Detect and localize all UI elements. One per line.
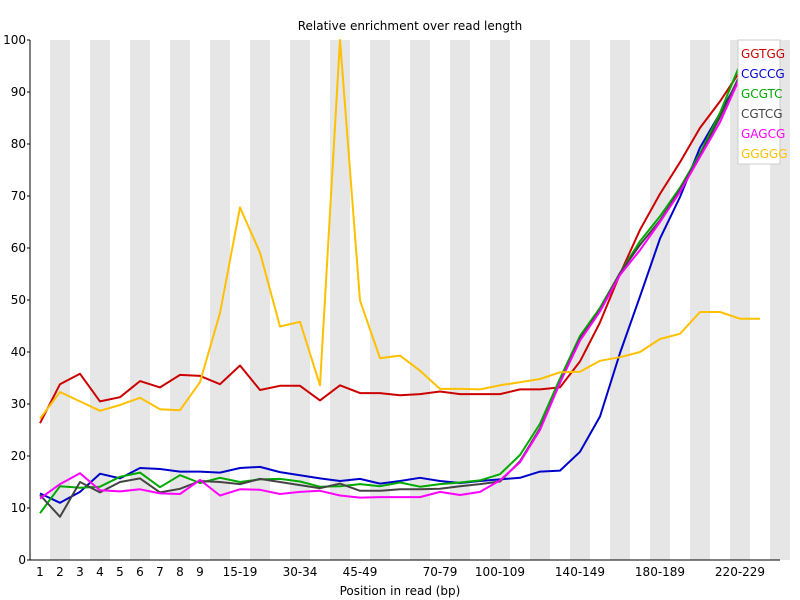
grid-band (130, 40, 150, 560)
x-tick-label: 15-19 (223, 565, 258, 579)
grid-band (290, 40, 310, 560)
y-axis-ticks: 0 10 20 30 40 50 60 70 80 90 100 (3, 33, 30, 567)
grid-band (610, 40, 630, 560)
x-tick-label: 9 (196, 565, 204, 579)
x-tick-label: 140-149 (555, 565, 605, 579)
background-bands (50, 40, 790, 560)
y-tick-label: 90 (11, 85, 26, 99)
x-tick-label: 45-49 (343, 565, 378, 579)
legend-box (737, 39, 781, 165)
series-line-cgtcg (39, 74, 741, 518)
legend-entry-gagcg: GAGCG (741, 127, 785, 141)
grid-band (690, 40, 710, 560)
grid-band (490, 40, 510, 560)
grid-band (530, 40, 550, 560)
grid-band (770, 40, 790, 560)
x-tick-label: 2 (56, 565, 64, 579)
series-line-cgccg (39, 76, 741, 504)
legend-entry-ggtgg: GGTGG (741, 47, 785, 61)
x-tick-label: 5 (116, 565, 124, 579)
series-line-gagcg (39, 76, 741, 500)
legend-entry-cgtcg: CGTCG (741, 107, 783, 121)
grid-band (730, 40, 750, 560)
y-tick-label: 50 (11, 293, 26, 307)
y-tick-label: 70 (11, 189, 26, 203)
x-tick-label: 8 (176, 565, 184, 579)
grid-band (170, 40, 190, 560)
x-tick-label: 6 (136, 565, 144, 579)
y-tick-label: 100 (3, 33, 26, 47)
y-tick-label: 30 (11, 397, 26, 411)
y-tick-label: 40 (11, 345, 26, 359)
grid-band (410, 40, 430, 560)
x-tick-label: 1 (36, 565, 44, 579)
grid-band (370, 40, 390, 560)
x-tick-label: 180-189 (635, 565, 685, 579)
grid-band (90, 40, 110, 560)
y-tick-label: 80 (11, 137, 26, 151)
x-tick-label: 100-109 (475, 565, 525, 579)
legend: GGTGG CGCCG GCGTC CGTCG GAGCG GGGGG (737, 39, 788, 165)
grid-band (330, 40, 350, 560)
x-tick-label: 3 (76, 565, 84, 579)
legend-entry-cgccg: CGCCG (741, 67, 785, 81)
series-line-ggggg (39, 39, 760, 420)
x-tick-label: 4 (96, 565, 104, 579)
y-tick-label: 10 (11, 501, 26, 515)
series-lines (39, 39, 760, 518)
x-tick-label: 70-79 (423, 565, 458, 579)
legend-entry-gcgtc: GCGTC (741, 87, 783, 101)
x-tick-label: 7 (156, 565, 164, 579)
grid-band (650, 40, 670, 560)
x-tick-label: 220-229 (715, 565, 765, 579)
y-tick-label: 0 (18, 553, 26, 567)
x-axis-label: Position in read (bp) (340, 584, 461, 598)
x-tick-label: 30-34 (283, 565, 318, 579)
legend-entry-ggggg: GGGGG (741, 147, 788, 161)
grid-band (450, 40, 470, 560)
chart-title: Relative enrichment over read length (298, 19, 523, 33)
grid-band (250, 40, 270, 560)
y-tick-label: 60 (11, 241, 26, 255)
grid-band (210, 40, 230, 560)
grid-band (50, 40, 70, 560)
y-tick-label: 20 (11, 449, 26, 463)
x-axis-ticks: 1 2 3 4 5 6 7 8 9 15-19 30-34 45-49 70-79 100-109 140-… (36, 565, 765, 579)
grid-band (570, 40, 590, 560)
